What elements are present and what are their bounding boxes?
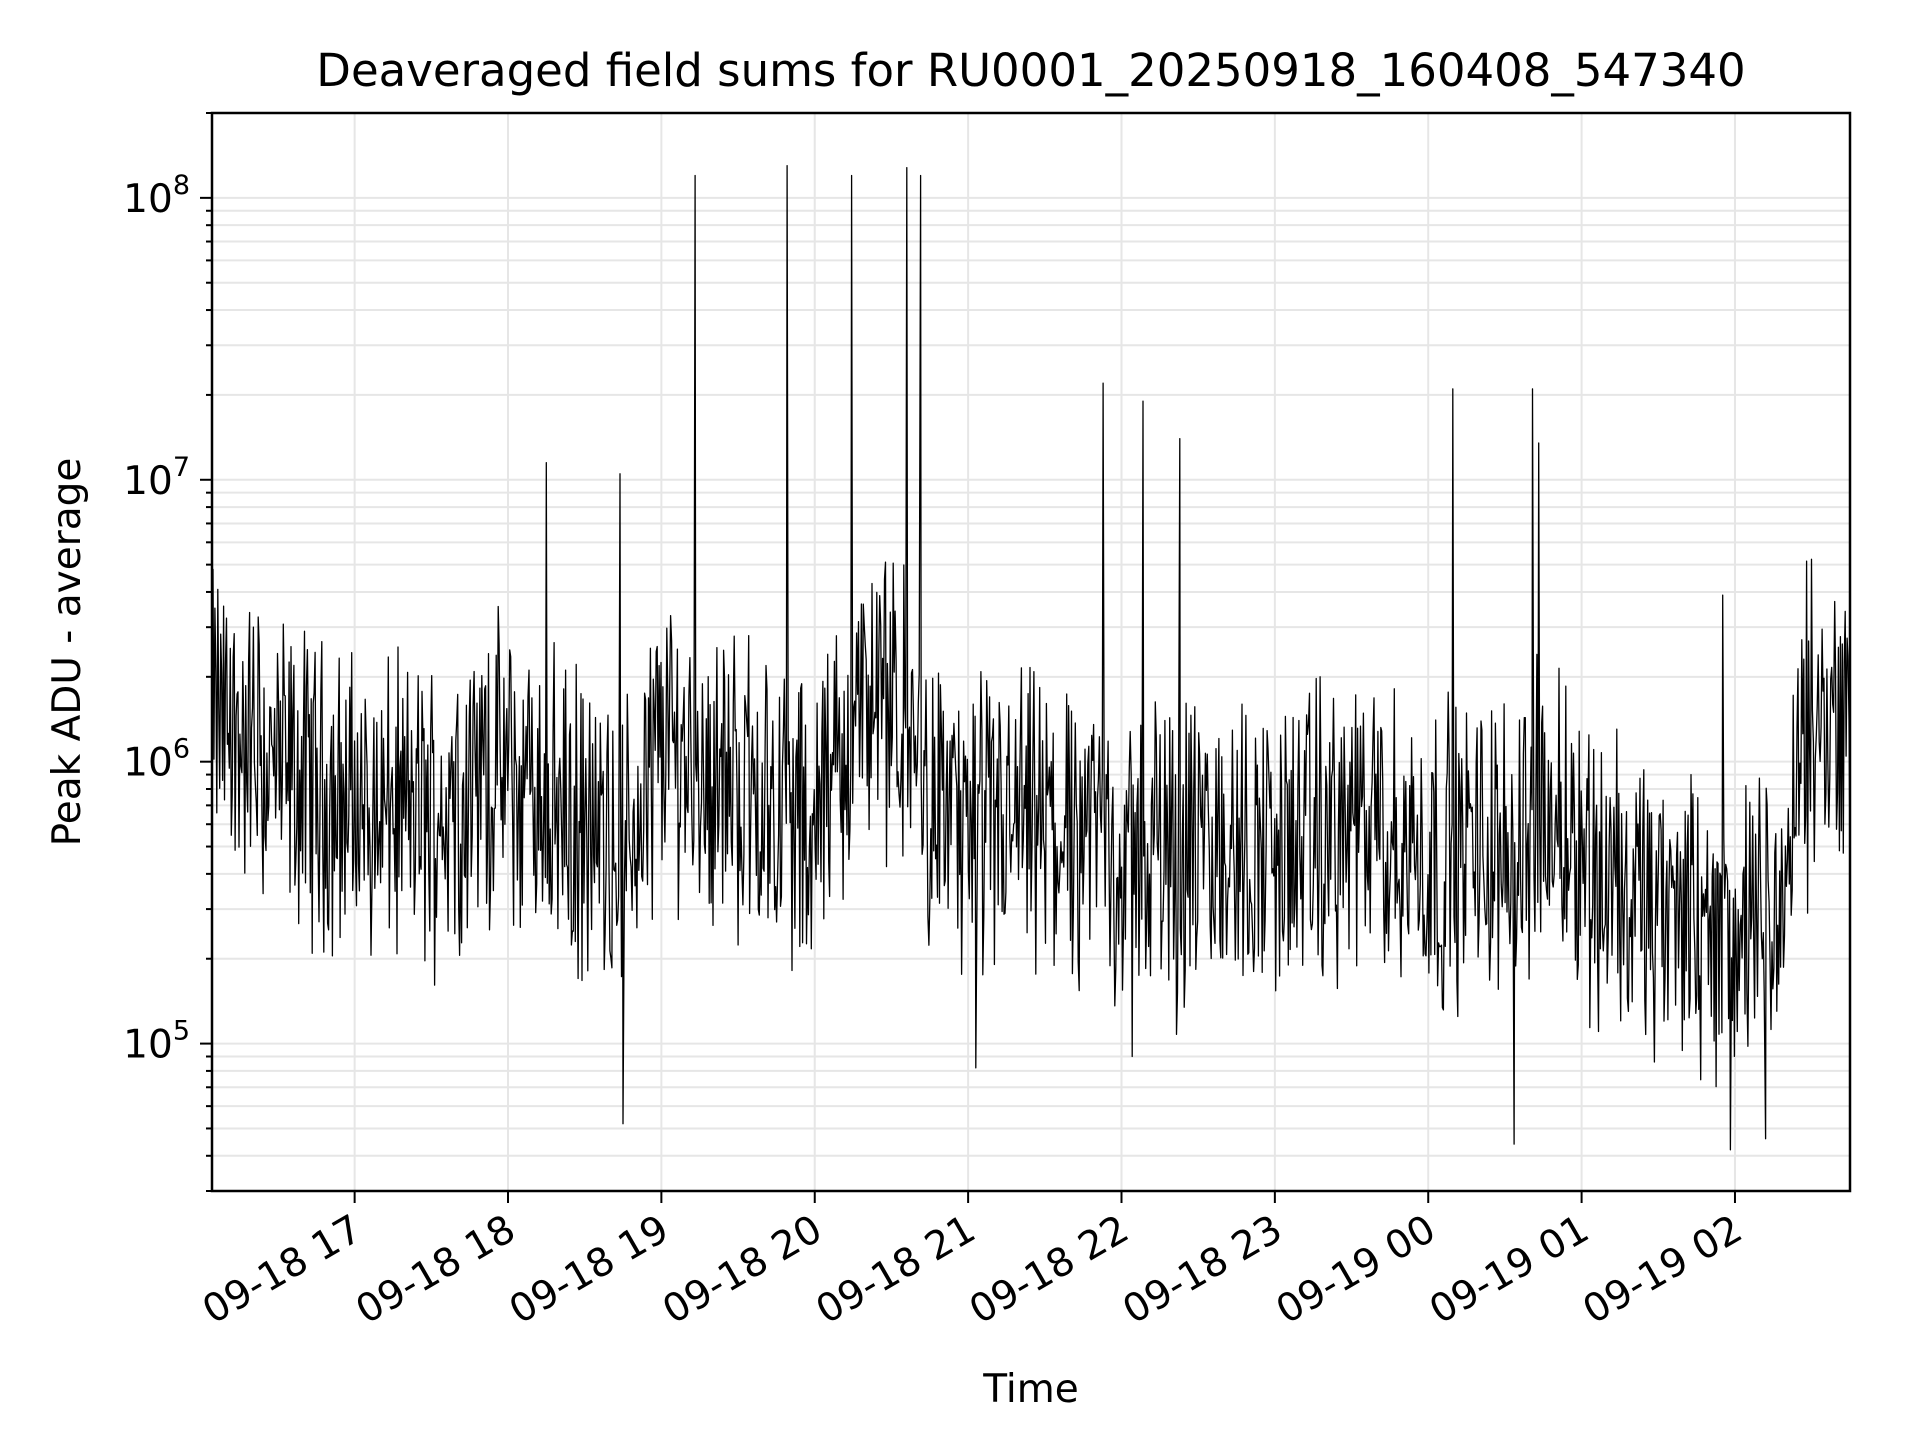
y-tick-exponent: 7 — [173, 452, 190, 483]
y-tick-label: 108 — [123, 170, 190, 222]
x-tick-label: 09-18 23 — [1115, 1207, 1289, 1334]
y-tick-label: 107 — [123, 452, 190, 504]
x-tick-label: 09-18 18 — [349, 1207, 523, 1334]
y-tick-base: 10 — [123, 741, 173, 786]
x-tick-label: 09-19 01 — [1422, 1207, 1596, 1334]
y-tick-base: 10 — [123, 459, 173, 504]
y-tick-exponent: 8 — [173, 170, 190, 201]
plot-frame — [210, 111, 1852, 1193]
y-tick-label: 105 — [123, 1016, 190, 1068]
y-tick-exponent: 6 — [173, 734, 190, 765]
y-tick-base: 10 — [123, 177, 173, 222]
y-tick-label: 106 — [123, 734, 190, 786]
x-tick-label: 09-18 21 — [809, 1207, 983, 1334]
y-tick-base: 10 — [123, 1023, 173, 1068]
x-tick-label: 09-18 22 — [962, 1207, 1136, 1334]
y-axis-label: Peak ADU - average — [45, 458, 90, 847]
series-layer — [212, 165, 1850, 1151]
x-axis-label: Time — [982, 1367, 1078, 1412]
x-tick-label: 09-19 02 — [1576, 1207, 1750, 1334]
y-tick-exponent: 5 — [173, 1016, 190, 1047]
x-tick-label: 09-18 17 — [195, 1207, 369, 1334]
grid-lines — [212, 112, 1850, 1192]
x-tick-label: 09-19 00 — [1269, 1207, 1443, 1334]
x-tick-label: 09-18 19 — [502, 1207, 676, 1334]
chart-title: Deaveraged field sums for RU0001_2025091… — [316, 44, 1745, 97]
x-tick-label: 09-18 20 — [655, 1207, 829, 1334]
series-line — [212, 165, 1850, 1151]
